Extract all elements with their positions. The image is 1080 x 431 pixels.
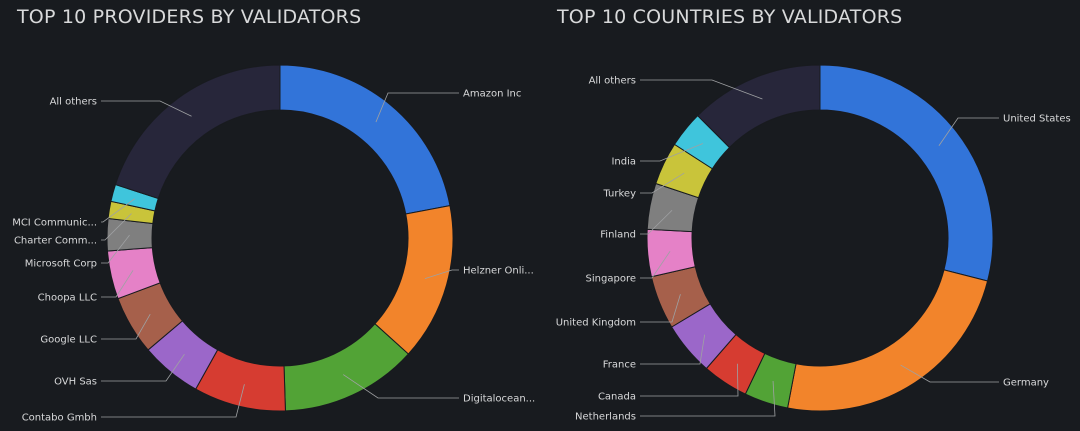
slice-label-google-llc: Google LLC bbox=[40, 335, 97, 346]
slice-label-netherlands: Netherlands bbox=[575, 412, 636, 423]
slice-label-united-states: United States bbox=[1003, 114, 1071, 125]
leader-line-finland bbox=[640, 209, 673, 235]
leader-line-helzner-onli bbox=[424, 269, 459, 280]
slice-label-united-kingdom: United Kingdom bbox=[556, 318, 636, 329]
slice-label-mci-communic: MCI Communic... bbox=[12, 218, 97, 229]
leader-line-mci-communic bbox=[101, 198, 135, 223]
leader-line-united-kingdom bbox=[640, 294, 681, 323]
slice-amazon-inc[interactable] bbox=[279, 64, 451, 215]
slice-united-states[interactable] bbox=[819, 64, 994, 282]
leader-line-amazon-inc bbox=[375, 92, 459, 123]
slice-label-helzner-onli: Helzner Onli... bbox=[463, 266, 534, 277]
slice-helzner-onli[interactable] bbox=[374, 204, 454, 355]
leader-line-contabo-gmbh bbox=[101, 384, 245, 418]
slice-label-amazon-inc: Amazon Inc bbox=[463, 89, 521, 100]
slice-label-ovh-sas: OVH Sas bbox=[54, 377, 97, 388]
leader-line-charter-comm bbox=[101, 213, 132, 241]
slice-label-finland: Finland bbox=[600, 230, 636, 241]
panel-title: TOP 10 COUNTRIES BY VALIDATORS bbox=[557, 6, 903, 28]
leader-line-france bbox=[640, 334, 706, 365]
leader-line-all-others bbox=[101, 100, 192, 117]
slice-microsoft-corp[interactable] bbox=[106, 217, 154, 252]
leader-line-microsoft-corp bbox=[101, 234, 130, 264]
leader-line-all-others bbox=[640, 79, 763, 100]
slice-label-france: France bbox=[603, 360, 636, 371]
slice-label-singapore: Singapore bbox=[586, 274, 636, 285]
leader-line-germany bbox=[900, 364, 999, 383]
leader-line-google-llc bbox=[101, 314, 151, 340]
leader-line-digitalocean bbox=[342, 374, 459, 399]
slice-label-turkey: Turkey bbox=[602, 189, 636, 200]
providers-donut-chart: Amazon Inc Helzner Onli... Digitalocean...… bbox=[12, 64, 535, 424]
leader-line-united-states bbox=[938, 117, 999, 146]
panel-title: TOP 10 PROVIDERS BY VALIDATORS bbox=[17, 6, 362, 28]
slice-label-canada: Canada bbox=[598, 392, 636, 403]
slice-label-contabo-gmbh: Contabo Gmbh bbox=[22, 413, 97, 424]
slice-label-india: India bbox=[611, 157, 636, 168]
slice-germany[interactable] bbox=[786, 269, 989, 412]
leader-line-choopa-llc bbox=[101, 270, 134, 298]
slice-label-all-others: All others bbox=[50, 97, 97, 108]
slice-label-digitalocean: Digitalocean... bbox=[463, 394, 535, 405]
leader-line-ovh-sas bbox=[101, 354, 185, 382]
slice-all-others[interactable] bbox=[114, 64, 281, 200]
leader-line-turkey bbox=[640, 172, 685, 194]
countries-donut-chart: United States Germany Netherlands Canada Fra… bbox=[556, 64, 1071, 423]
leader-line-singapore bbox=[640, 250, 671, 279]
providers-panel: TOP 10 PROVIDERS BY VALIDATORS Amazon In… bbox=[12, 6, 535, 424]
slice-label-all-others: All others bbox=[589, 76, 636, 87]
leader-line-netherlands bbox=[640, 380, 776, 417]
countries-panel: TOP 10 COUNTRIES BY VALIDATORS United St… bbox=[540, 0, 1080, 431]
slice-label-choopa-llc: Choopa LLC bbox=[38, 293, 97, 304]
leader-line-canada bbox=[640, 363, 739, 397]
slice-label-germany: Germany bbox=[1003, 378, 1049, 389]
slice-label-charter-comm: Charter Comm... bbox=[14, 236, 97, 247]
slice-all-others[interactable] bbox=[696, 64, 821, 149]
slice-label-microsoft-corp: Microsoft Corp bbox=[25, 259, 97, 270]
leader-line-india bbox=[640, 143, 703, 162]
